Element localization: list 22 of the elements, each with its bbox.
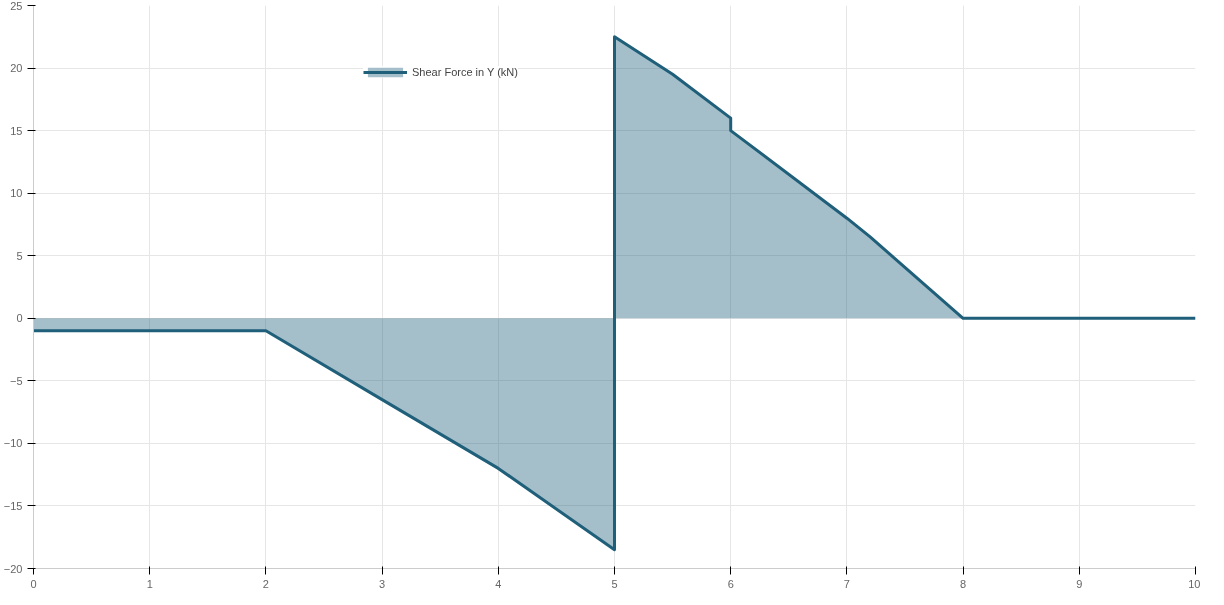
y-tick-label: 15	[10, 124, 23, 137]
y-tick-label: 0	[16, 312, 23, 325]
x-tick-label: 5	[611, 577, 618, 590]
x-tick-label: 10	[1188, 577, 1201, 590]
y-tick-label: 10	[10, 187, 23, 200]
x-tick-label: 2	[262, 577, 269, 590]
legend-label: Shear Force in Y (kN)	[412, 66, 518, 78]
y-tick-label: 25	[10, 0, 23, 12]
x-tick-label: 0	[30, 577, 37, 590]
y-tick-label: −5	[9, 374, 23, 387]
x-tick-label: 9	[1076, 577, 1083, 590]
x-tick-label: 8	[960, 577, 967, 590]
y-tick-label: −10	[3, 437, 23, 450]
x-tick-label: 7	[843, 577, 850, 590]
x-tick-label: 3	[379, 577, 386, 590]
y-tick-label: −15	[3, 499, 23, 512]
x-tick-label: 6	[727, 577, 734, 590]
y-tick-label: 5	[16, 249, 23, 262]
x-tick-label: 1	[146, 577, 153, 590]
x-tick-label: 4	[495, 577, 502, 590]
y-tick-label: 20	[10, 62, 23, 75]
y-tick-label: −20	[3, 562, 23, 575]
